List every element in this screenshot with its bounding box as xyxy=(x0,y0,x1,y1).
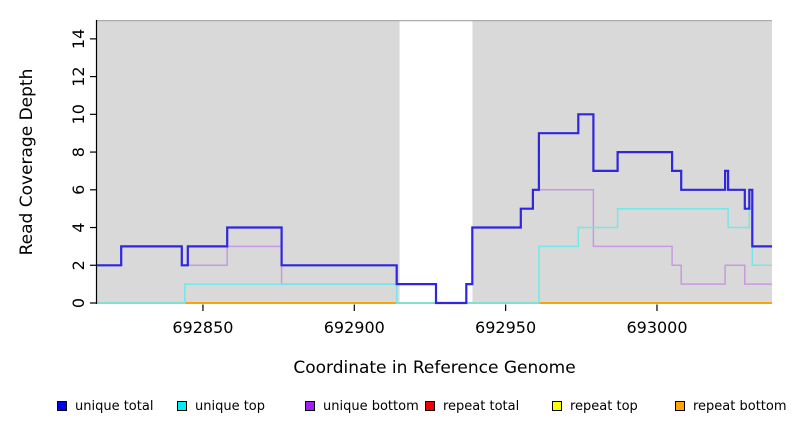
legend-item-unique-total: unique total xyxy=(57,398,153,414)
y-tick-label: 2 xyxy=(69,260,88,270)
legend-swatch xyxy=(57,401,67,411)
legend-label: repeat total xyxy=(443,398,520,414)
legend-item-repeat-top: repeat top xyxy=(552,398,638,414)
legend-swatch xyxy=(552,401,562,411)
legend-item-unique-top: unique top xyxy=(177,398,265,414)
unshaded-gap xyxy=(399,21,473,304)
legend-swatch xyxy=(425,401,435,411)
legend-label: unique bottom xyxy=(323,398,419,414)
y-tick-label: 10 xyxy=(69,104,88,124)
x-axis-title: Coordinate in Reference Genome xyxy=(293,358,576,378)
legend-swatch xyxy=(305,401,315,411)
x-tick-label: 692900 xyxy=(324,318,385,337)
legend-label: repeat bottom xyxy=(693,398,787,414)
x-tick-label: 692950 xyxy=(475,318,536,337)
y-tick-label: 6 xyxy=(69,185,88,195)
legend-swatch xyxy=(675,401,685,411)
series-unique-total xyxy=(97,113,772,305)
shaded-region xyxy=(472,20,772,304)
legend: unique total unique top unique bottom repea… xyxy=(0,398,792,418)
shaded-region xyxy=(97,20,400,304)
legend-item-repeat-bottom: repeat bottom xyxy=(675,398,787,414)
x-tick-label: 693000 xyxy=(626,318,687,337)
legend-swatch xyxy=(177,401,187,411)
y-tick-label: 12 xyxy=(69,66,88,86)
legend-label: unique top xyxy=(195,398,266,414)
x-tick-label: 692850 xyxy=(172,318,233,337)
y-tick-label: 8 xyxy=(69,147,88,157)
y-axis-title: Read Coverage Depth xyxy=(17,68,37,256)
legend-label: unique total xyxy=(75,398,154,414)
legend-label: repeat top xyxy=(570,398,638,414)
y-tick-label: 0 xyxy=(69,298,88,308)
y-tick-label: 4 xyxy=(69,222,88,232)
coverage-plot: 0 2 4 6 8 10 12 14 692850 692900 692950 693000 xyxy=(69,19,772,337)
y-tick-label: 14 xyxy=(69,29,88,49)
legend-item-repeat-total: repeat total xyxy=(425,398,519,414)
legend-item-unique-bottom: unique bottom xyxy=(305,398,419,414)
